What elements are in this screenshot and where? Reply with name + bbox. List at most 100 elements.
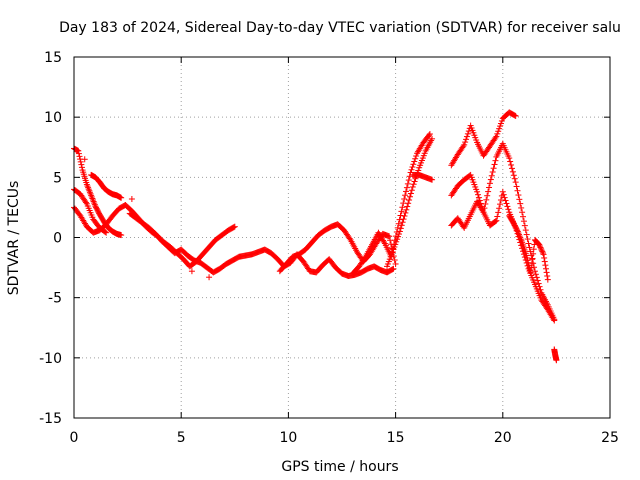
data-point [103,229,110,236]
data-point [188,268,195,275]
data-point [399,219,406,226]
x-tick-label: 15 [387,430,405,446]
data-point [494,213,501,220]
data-point [396,216,403,223]
data-point [405,177,412,184]
data-point [392,241,399,248]
data-point [464,130,471,137]
data-point [398,208,405,215]
data-point [502,197,509,204]
data-points [71,109,560,364]
data-point [496,205,503,212]
data-point [539,248,546,255]
data-point [407,190,414,197]
data-point [75,147,82,154]
data-point [514,227,521,234]
data-point [406,197,413,204]
data-point [401,195,408,202]
x-tick-label: 0 [70,430,79,446]
data-point [509,168,516,175]
data-point [413,153,420,160]
plot-frame [73,56,611,419]
data-point [426,131,433,138]
data-point [540,251,547,258]
data-point [403,206,410,213]
data-point [508,161,515,168]
data-point [553,357,560,364]
y-tick-label: -5 [48,291,62,307]
data-point [392,260,399,267]
data-point [395,220,402,227]
data-point [405,200,412,207]
data-point [516,196,523,203]
data-point [128,195,135,202]
data-point [78,161,85,168]
data-point [409,183,416,190]
data-point [118,232,125,239]
data-point [395,231,402,238]
data-point [408,187,415,194]
data-point [77,158,84,165]
data-point [538,247,545,254]
data-point [541,258,548,265]
data-point [513,183,520,190]
data-point [526,244,533,251]
data-point [391,257,398,264]
data-point [528,260,535,267]
data-point [463,136,470,143]
data-point [460,143,467,150]
data-point [487,176,494,183]
data-point [497,201,504,208]
data-point [81,156,88,163]
data-point [521,222,528,229]
data-point [390,246,397,253]
data-point [485,188,492,195]
data-point [410,181,417,188]
data-point [493,217,500,224]
data-point [496,125,503,132]
data-point [102,228,109,235]
data-point [411,158,418,165]
data-point [541,254,548,261]
data-point [532,271,539,278]
data-point [523,231,530,238]
data-point [505,206,512,213]
data-point [490,165,497,172]
x-tick-label: 5 [177,430,186,446]
data-point [538,245,545,252]
data-point [518,204,525,211]
data-point [520,218,527,225]
data-point [519,209,526,216]
data-point [403,188,410,195]
data-point [534,277,541,284]
y-tick-label: -15 [39,411,62,427]
data-point [400,216,407,223]
data-point [539,249,546,256]
y-tick-label: 15 [44,50,62,66]
y-axis-title: SDTVAR / TECUs [6,181,22,296]
data-point [543,269,550,276]
data-point [206,274,213,281]
data-point [389,266,396,273]
data-point [544,276,551,283]
data-point [398,222,405,229]
data-point [495,128,502,135]
data-point [397,225,404,232]
data-point [486,180,493,187]
data-point [497,120,504,127]
data-point [486,184,493,191]
data-point [494,130,501,137]
data-point [551,317,558,324]
data-point [396,228,403,235]
x-tick-label: 10 [279,430,297,446]
data-point [474,188,481,195]
data-point [493,133,500,140]
data-point [542,262,549,269]
data-point [461,141,468,148]
data-point [492,218,499,225]
chart-title: Day 183 of 2024, Sidereal Day-to-day VTE… [59,20,621,36]
data-point [488,172,495,179]
data-point [361,255,368,262]
data-point [511,112,518,119]
